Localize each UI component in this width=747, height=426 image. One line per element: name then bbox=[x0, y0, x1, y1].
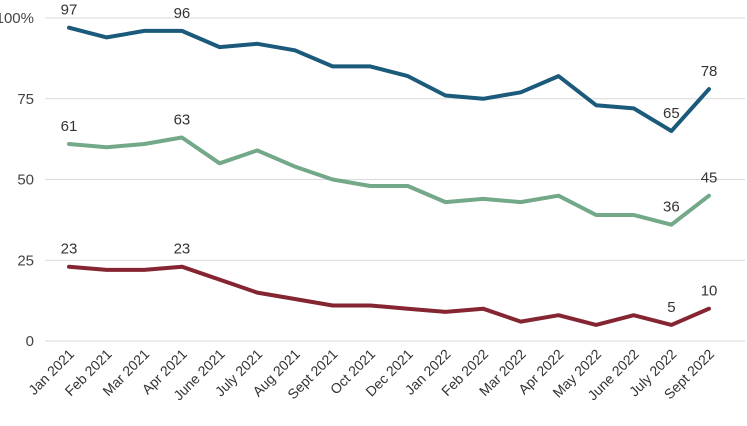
y-tick-label: 25 bbox=[17, 252, 34, 269]
series-line-2 bbox=[67, 135, 711, 227]
data-label: 10 bbox=[701, 283, 718, 300]
y-axis-tick-labels: 0 25 50 75 100% bbox=[0, 10, 34, 350]
data-label: 5 bbox=[667, 299, 675, 316]
series-line-1 bbox=[67, 25, 711, 133]
data-label: 63 bbox=[174, 112, 191, 129]
data-label: 97 bbox=[61, 2, 78, 19]
data-label: 36 bbox=[663, 199, 680, 216]
data-label: 61 bbox=[61, 118, 78, 135]
y-tick-label: 50 bbox=[17, 172, 34, 189]
data-labels: 97 96 65 78 61 63 36 45 23 23 5 10 bbox=[61, 2, 718, 316]
series-line-3 bbox=[67, 264, 711, 327]
y-tick-label: 75 bbox=[17, 91, 34, 108]
data-label: 65 bbox=[663, 105, 680, 122]
gridlines bbox=[45, 17, 745, 342]
data-label: 45 bbox=[701, 170, 718, 187]
data-label: 96 bbox=[174, 5, 191, 22]
series-lines bbox=[67, 25, 711, 327]
data-label: 78 bbox=[701, 63, 718, 80]
data-label: 23 bbox=[61, 241, 78, 258]
y-tick-label: 100% bbox=[0, 10, 34, 27]
y-tick-label: 0 bbox=[26, 333, 34, 350]
data-label: 23 bbox=[174, 241, 191, 258]
